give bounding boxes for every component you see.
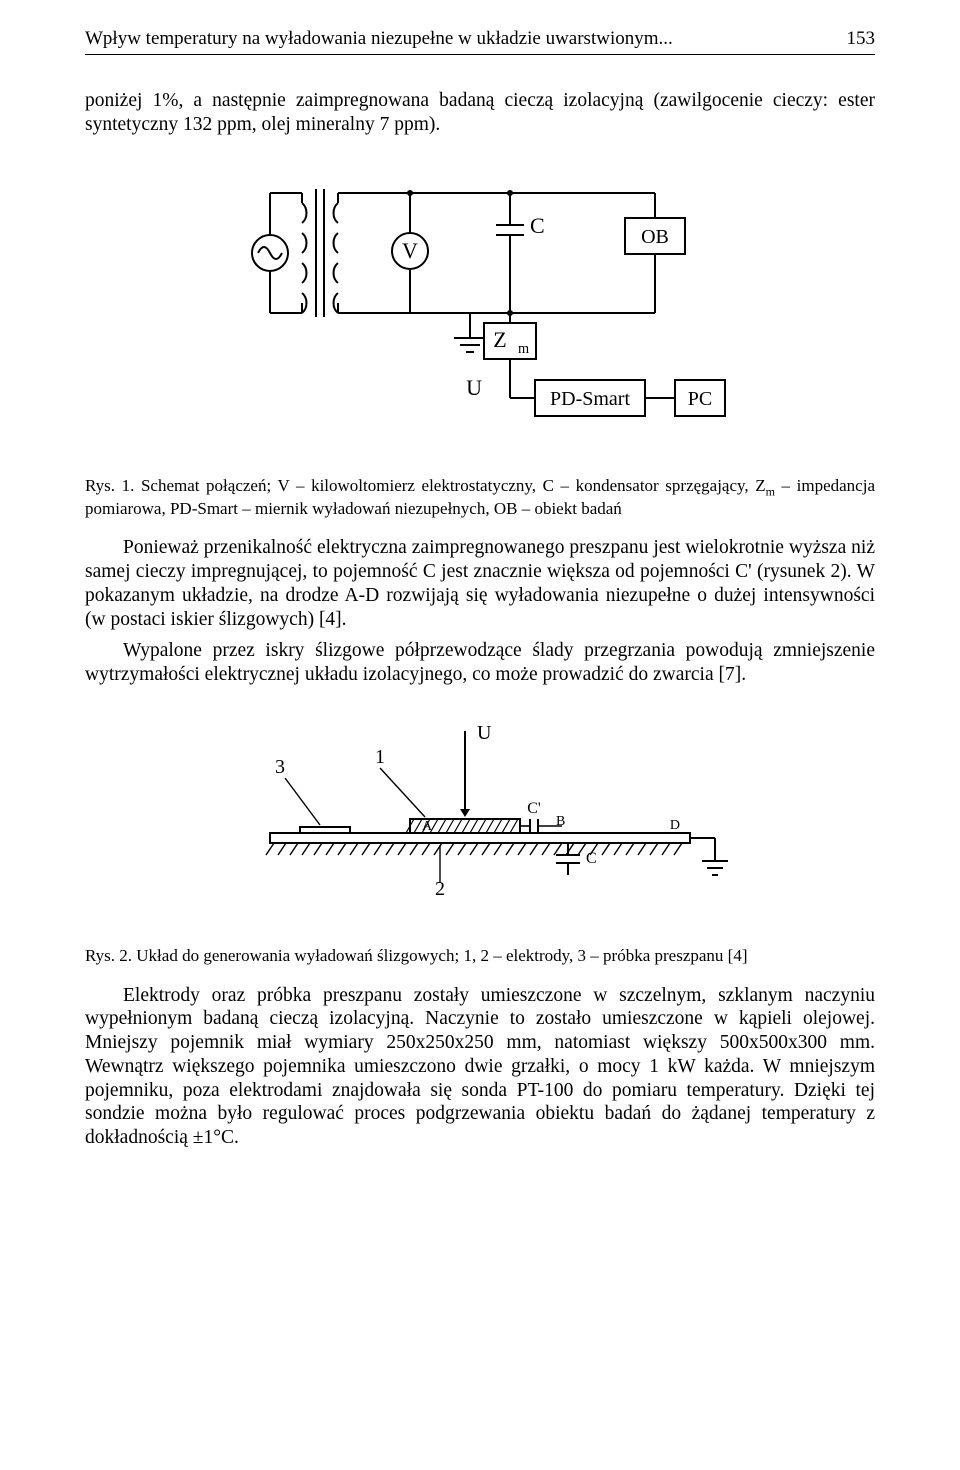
svg-text:D: D	[670, 818, 680, 833]
caption-text: Schemat połączeń; V – kilowoltomierz ele…	[141, 476, 766, 495]
figure-2-caption: Rys. 2. Układ do generowania wyładowań ś…	[85, 946, 875, 966]
svg-text:C': C'	[527, 800, 541, 817]
running-title: Wpływ temperatury na wyładowania niezupe…	[85, 28, 827, 50]
svg-text:U: U	[477, 722, 492, 744]
svg-text:1: 1	[375, 746, 385, 768]
caption-prefix: Rys. 2.	[85, 946, 136, 965]
running-header: Wpływ temperatury na wyładowania niezupe…	[85, 28, 875, 55]
electrode-diagram-svg: UABDC'C132	[210, 713, 750, 923]
circuit-schematic-svg: V C Zm U OB PD-Smart PC	[210, 163, 750, 453]
svg-text:OB: OB	[641, 226, 669, 248]
page-number: 153	[847, 28, 876, 50]
caption-prefix: Rys. 1.	[85, 476, 141, 495]
svg-text:PC: PC	[688, 388, 712, 410]
paragraph-2: Ponieważ przenikalność elektryczna zaimp…	[85, 536, 875, 631]
figure-2: UABDC'C132	[85, 713, 875, 928]
svg-text:PD-Smart: PD-Smart	[550, 388, 630, 410]
svg-text:A: A	[422, 819, 433, 834]
svg-text:V: V	[402, 238, 418, 263]
paragraph-1: poniżej 1%, a następnie zaimpregnowana b…	[85, 89, 875, 137]
svg-text:C: C	[586, 850, 597, 867]
caption-sub: m	[766, 484, 775, 498]
svg-text:U: U	[466, 375, 482, 400]
svg-text:3: 3	[275, 756, 285, 778]
figure-1-caption: Rys. 1. Schemat połączeń; V – kilowoltom…	[85, 476, 875, 519]
paragraph-4: Elektrody oraz próbka preszpanu zostały …	[85, 984, 875, 1150]
caption-text: Układ do generowania wyładowań ślizgowyc…	[136, 946, 747, 965]
svg-text:C: C	[530, 213, 545, 238]
paragraph-3: Wypalone przez iskry ślizgowe półprzewod…	[85, 639, 875, 687]
svg-text:m: m	[518, 341, 529, 357]
figure-1: V C Zm U OB PD-Smart PC	[85, 163, 875, 458]
svg-text:Z: Z	[493, 327, 506, 352]
